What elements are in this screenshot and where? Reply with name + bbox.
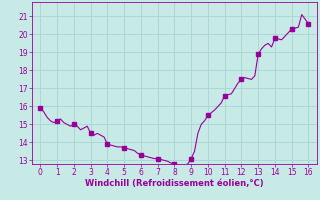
X-axis label: Windchill (Refroidissement éolien,°C): Windchill (Refroidissement éolien,°C) [85, 179, 264, 188]
